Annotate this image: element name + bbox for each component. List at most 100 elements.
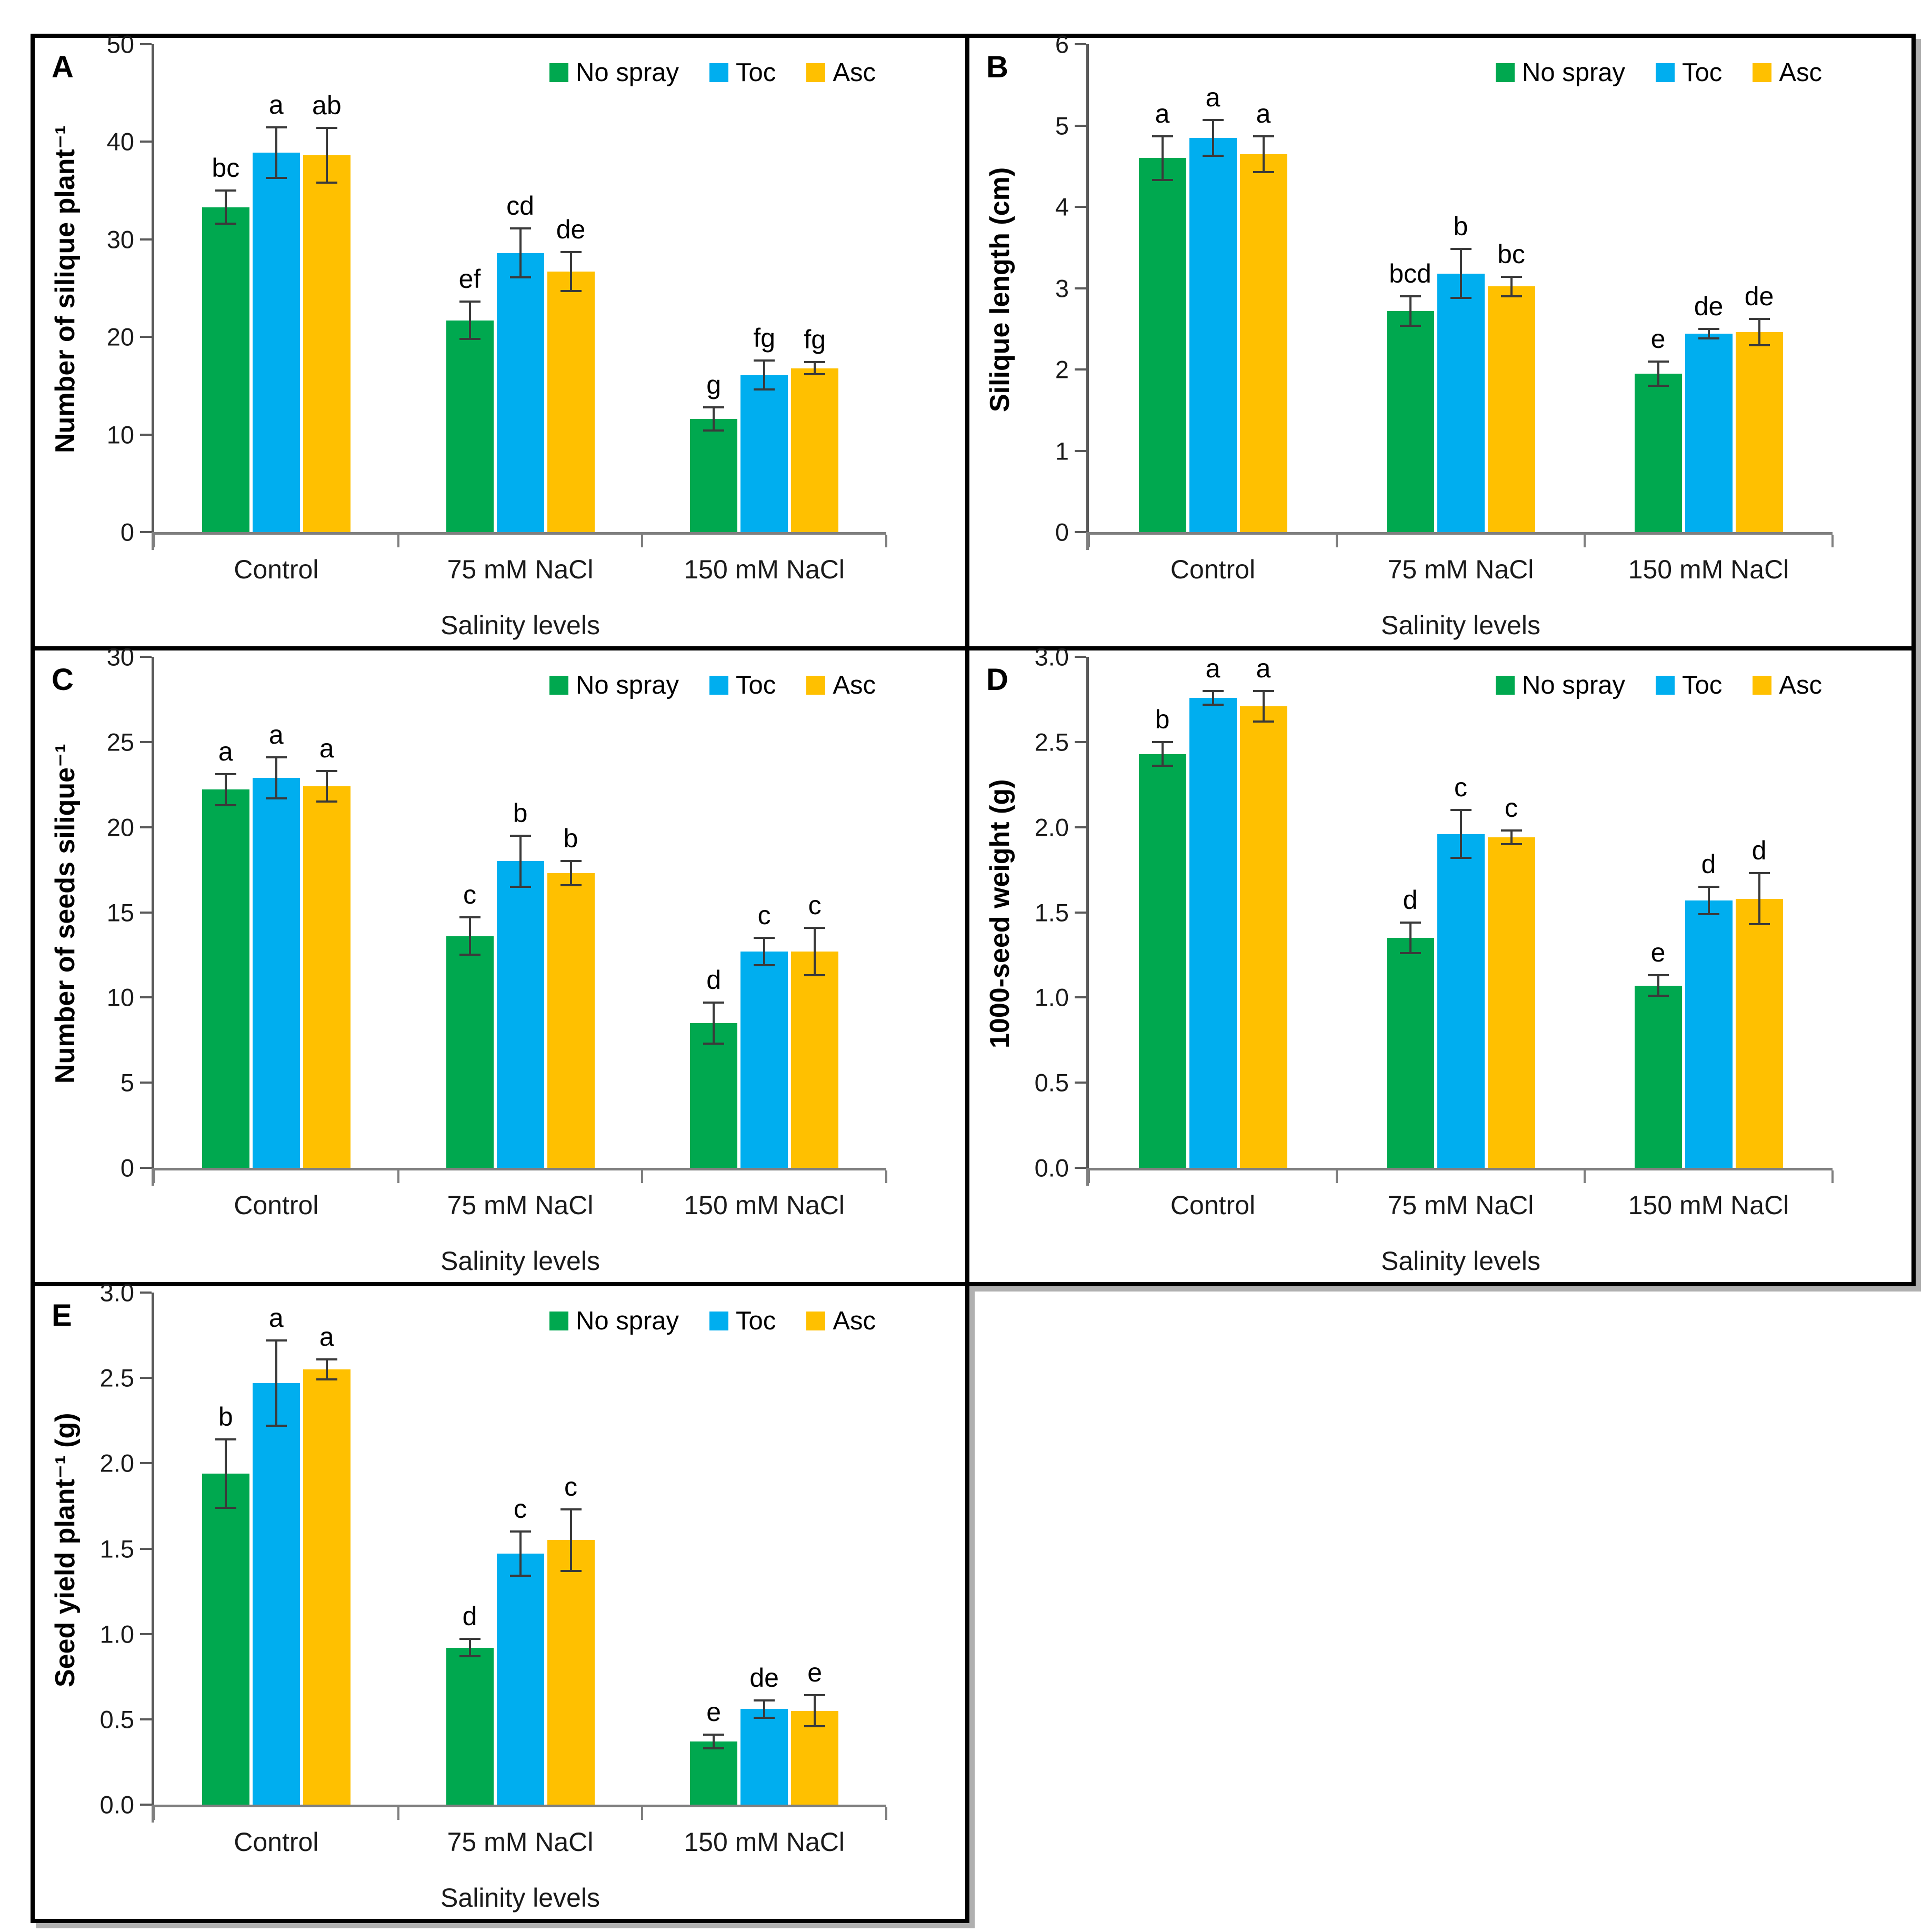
significance-letter: a — [319, 733, 334, 763]
x-tick — [641, 1807, 644, 1820]
bar-group-slot: fg — [791, 44, 839, 532]
error-bar-cap-bottom — [1748, 344, 1770, 346]
bar-group-slot: c — [1437, 657, 1485, 1168]
legend-swatch-asc — [806, 1312, 826, 1330]
x-tick — [397, 535, 399, 547]
bar-group-slot: b — [547, 657, 595, 1168]
significance-letter: d — [1701, 849, 1716, 879]
y-tick — [1075, 740, 1086, 743]
error-bar — [1758, 319, 1760, 345]
bar-asc — [547, 271, 595, 532]
legend-item: Toc — [1656, 670, 1722, 700]
x-tick — [641, 1170, 644, 1183]
category-cell: e de de — [1585, 44, 1833, 532]
bar-group-slot: d — [446, 1293, 494, 1805]
significance-letter: bc — [1497, 239, 1525, 269]
y-axis-title: Number of seeds silique⁻¹ — [50, 744, 81, 1084]
error-bar-cap-top — [1253, 689, 1274, 692]
bar-no-spray — [1634, 373, 1682, 532]
error-bar-cap-bottom — [1500, 843, 1522, 846]
y-tick-label: 2.5 — [99, 1364, 134, 1392]
x-category-label: 75 mM NaCl — [447, 1190, 594, 1220]
error-bar-cap-bottom — [754, 1716, 775, 1719]
y-tick — [140, 656, 152, 658]
bar-group-slot: c — [547, 1293, 595, 1805]
bar-no-spray — [690, 1023, 738, 1168]
error-bar-cap-top — [560, 1508, 582, 1510]
error-bar-cap-bottom — [265, 1424, 287, 1427]
error-bar-cap-bottom — [1698, 337, 1719, 340]
significance-letter: b — [513, 798, 528, 828]
error-bar-cap-top — [1450, 248, 1471, 251]
category-cell: b a a — [1089, 655, 1337, 1168]
error-bar-cap-top — [215, 189, 236, 192]
error-bar — [1707, 328, 1710, 339]
y-tick-label: 3.0 — [99, 1278, 134, 1307]
significance-letter: a — [268, 89, 284, 119]
x-category-label: Control — [1170, 1190, 1256, 1220]
bar-group-slot: a — [1189, 44, 1237, 532]
significance-letter: a — [268, 719, 284, 749]
bar-group-slot: de — [1735, 44, 1783, 532]
error-bar-cap-bottom — [316, 1378, 337, 1381]
panel-d: D 1000-seed weight (g) b a a d c c e d d No spra… — [965, 643, 1916, 1286]
y-tick-label: 2 — [1055, 355, 1069, 384]
legend-swatch-toc — [1656, 676, 1675, 695]
bar-asc — [1735, 898, 1783, 1168]
error-bar — [569, 252, 572, 292]
significance-letter: de — [1744, 282, 1774, 312]
x-tick — [153, 1170, 155, 1183]
bar-group-slot: e — [1634, 657, 1682, 1168]
legend-label: No spray — [575, 58, 679, 87]
category-cell: b a a — [154, 1293, 398, 1805]
error-bar — [763, 1700, 766, 1718]
bar-asc — [1735, 332, 1783, 532]
x-tick — [1584, 535, 1586, 547]
bar-group-slot: a — [252, 657, 300, 1168]
bar-toc — [1189, 697, 1237, 1168]
bar-group-slot: cd — [496, 44, 544, 532]
legend-swatch-asc — [1753, 63, 1772, 82]
error-bar-cap-top — [1748, 318, 1770, 321]
error-bar — [325, 770, 328, 802]
error-bar-cap-bottom — [1253, 720, 1274, 723]
category-cell: g fg fg — [642, 44, 886, 532]
significance-letter: e — [807, 1658, 823, 1688]
y-tick — [1075, 368, 1086, 371]
error-bar — [1510, 830, 1513, 845]
legend-label: No spray — [575, 671, 679, 699]
error-bar-cap-top — [703, 1002, 725, 1004]
error-bar-cap-top — [1202, 118, 1224, 121]
significance-letter: bcd — [1389, 258, 1432, 288]
y-tick-label: 0.5 — [99, 1705, 134, 1734]
significance-letter: c — [757, 900, 771, 930]
error-bar-cap-bottom — [509, 885, 531, 888]
significance-letter: g — [706, 369, 722, 399]
bar-asc — [1487, 286, 1535, 532]
x-category-label: 150 mM NaCl — [684, 1190, 845, 1220]
error-bar-cap-top — [1647, 360, 1669, 363]
error-bar — [468, 302, 471, 339]
y-tick — [140, 1718, 152, 1720]
y-axis-extension — [1086, 532, 1089, 550]
x-tick — [1584, 1170, 1586, 1183]
error-bar-cap-top — [1748, 872, 1770, 875]
significance-letter: e — [706, 1697, 722, 1727]
y-tick-label: 20 — [106, 323, 134, 351]
error-bar-cap-top — [316, 1358, 337, 1360]
legend-swatch-toc — [709, 1312, 729, 1330]
legend: No spray Toc Asc — [1495, 58, 1822, 87]
y-tick — [1075, 1082, 1086, 1084]
error-bar-cap-bottom — [1450, 856, 1471, 859]
y-tick — [140, 43, 152, 45]
plot-area: b a a d c c e d d No spray Toc Asc Salinity levels… — [1035, 643, 1834, 1276]
y-tick — [1075, 911, 1086, 914]
error-bar-cap-bottom — [1253, 171, 1274, 173]
x-axis-title: Salinity levels — [441, 1246, 600, 1276]
error-bar-cap-bottom — [1399, 952, 1421, 955]
error-bar-cap-top — [316, 769, 337, 772]
error-bar-cap-top — [1500, 275, 1522, 278]
legend-item: Asc — [1753, 670, 1822, 700]
error-bar-cap-top — [1698, 885, 1719, 888]
legend-swatch-toc — [709, 63, 729, 82]
